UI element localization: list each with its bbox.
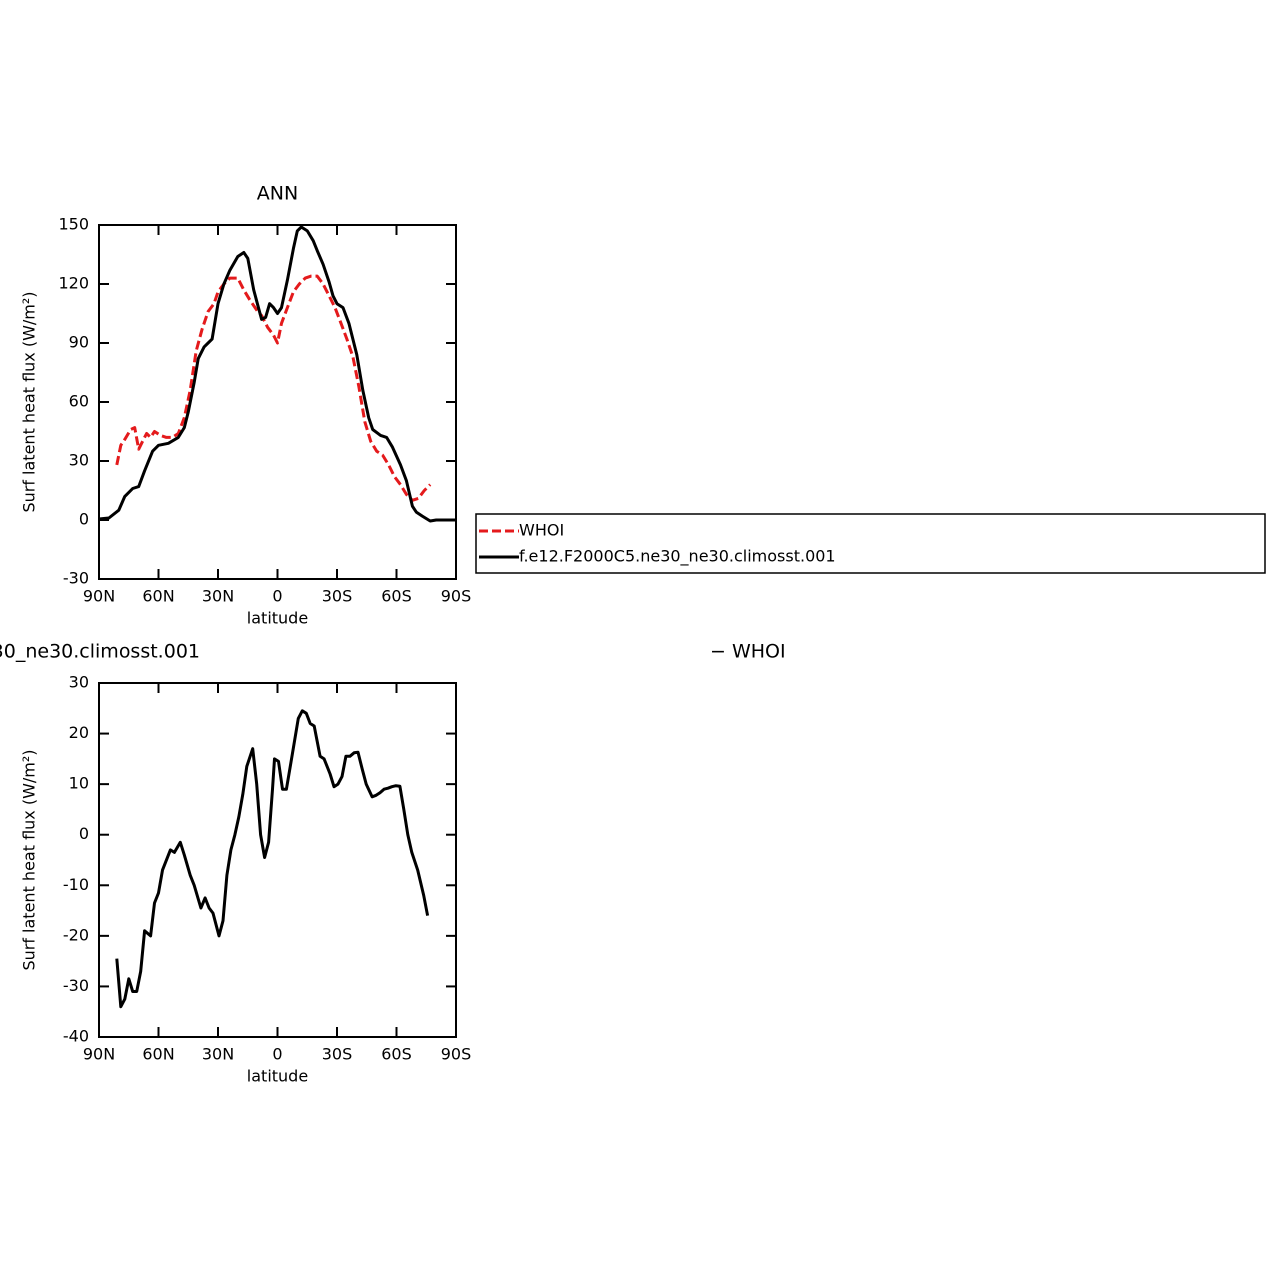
- legend-label: WHOI: [519, 521, 564, 540]
- y-tick-label: -10: [63, 875, 89, 894]
- y-axis-label: Surf latent heat flux (W/m²): [20, 749, 39, 970]
- chart-title: ANN: [257, 183, 298, 205]
- x-tick-label: 30N: [202, 587, 234, 606]
- y-tick-label: 30: [69, 451, 89, 470]
- y-tick-label: 90: [69, 333, 89, 352]
- x-tick-label: 30S: [322, 1045, 353, 1064]
- x-tick-label: 90S: [441, 587, 472, 606]
- x-tick-label: 90N: [83, 1045, 115, 1064]
- y-axis-label: Surf latent heat flux (W/m²): [20, 291, 39, 512]
- chart-title-left: f.e12.F2000C5.ne30_ne30.climosst.001: [0, 641, 200, 663]
- y-tick-label: -20: [63, 925, 89, 944]
- data-line: [115, 274, 432, 502]
- y-tick-label: 120: [58, 274, 89, 293]
- y-tick-label: 150: [58, 215, 89, 234]
- data-line: [115, 709, 430, 1009]
- x-tick-label: 60N: [142, 1045, 174, 1064]
- x-axis-label: latitude: [247, 1067, 308, 1086]
- x-tick-label: 0: [272, 1045, 282, 1064]
- x-tick-label: 60N: [142, 587, 174, 606]
- y-tick-label: 10: [69, 774, 89, 793]
- y-tick-label: -30: [63, 569, 89, 588]
- chart-title-right: − WHOI: [710, 641, 786, 663]
- x-tick-label: 60S: [381, 1045, 412, 1064]
- x-tick-label: 30S: [322, 587, 353, 606]
- y-tick-label: 0: [79, 824, 89, 843]
- y-tick-label: 20: [69, 723, 89, 742]
- legend-label: f.e12.F2000C5.ne30_ne30.climosst.001: [519, 547, 836, 567]
- x-tick-label: 90N: [83, 587, 115, 606]
- x-tick-label: 30N: [202, 1045, 234, 1064]
- data-line: [98, 225, 456, 523]
- x-axis-label: latitude: [247, 609, 308, 628]
- x-tick-label: 0: [272, 587, 282, 606]
- y-tick-label: -30: [63, 976, 89, 995]
- y-tick-label: 0: [79, 510, 89, 529]
- y-tick-label: 30: [69, 673, 89, 692]
- x-tick-label: 60S: [381, 587, 412, 606]
- plot-frame: [98, 224, 457, 580]
- x-tick-label: 90S: [441, 1045, 472, 1064]
- legend-box: [475, 513, 1266, 574]
- y-tick-label: 60: [69, 392, 89, 411]
- y-tick-label: -40: [63, 1027, 89, 1046]
- plot-frame: [98, 682, 457, 1038]
